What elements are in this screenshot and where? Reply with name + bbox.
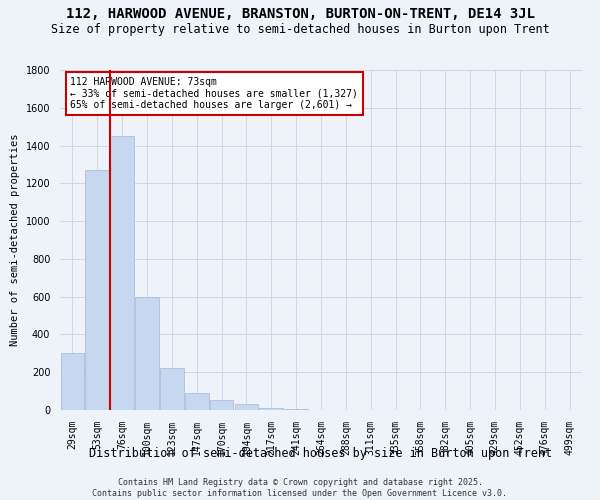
Bar <box>210 400 233 410</box>
Text: 112 HARWOOD AVENUE: 73sqm
← 33% of semi-detached houses are smaller (1,327)
65% : 112 HARWOOD AVENUE: 73sqm ← 33% of semi-… <box>70 77 358 110</box>
Bar <box>235 404 258 410</box>
Bar <box>284 409 308 410</box>
Bar <box>160 368 184 410</box>
Bar <box>185 393 209 410</box>
Text: Contains HM Land Registry data © Crown copyright and database right 2025.
Contai: Contains HM Land Registry data © Crown c… <box>92 478 508 498</box>
Text: Distribution of semi-detached houses by size in Burton upon Trent: Distribution of semi-detached houses by … <box>89 448 553 460</box>
Bar <box>259 408 283 410</box>
Bar <box>85 170 109 410</box>
Bar <box>135 296 159 410</box>
Bar <box>110 136 134 410</box>
Text: 112, HARWOOD AVENUE, BRANSTON, BURTON-ON-TRENT, DE14 3JL: 112, HARWOOD AVENUE, BRANSTON, BURTON-ON… <box>65 8 535 22</box>
Y-axis label: Number of semi-detached properties: Number of semi-detached properties <box>10 134 20 346</box>
Text: Size of property relative to semi-detached houses in Burton upon Trent: Size of property relative to semi-detach… <box>50 22 550 36</box>
Bar <box>61 354 84 410</box>
